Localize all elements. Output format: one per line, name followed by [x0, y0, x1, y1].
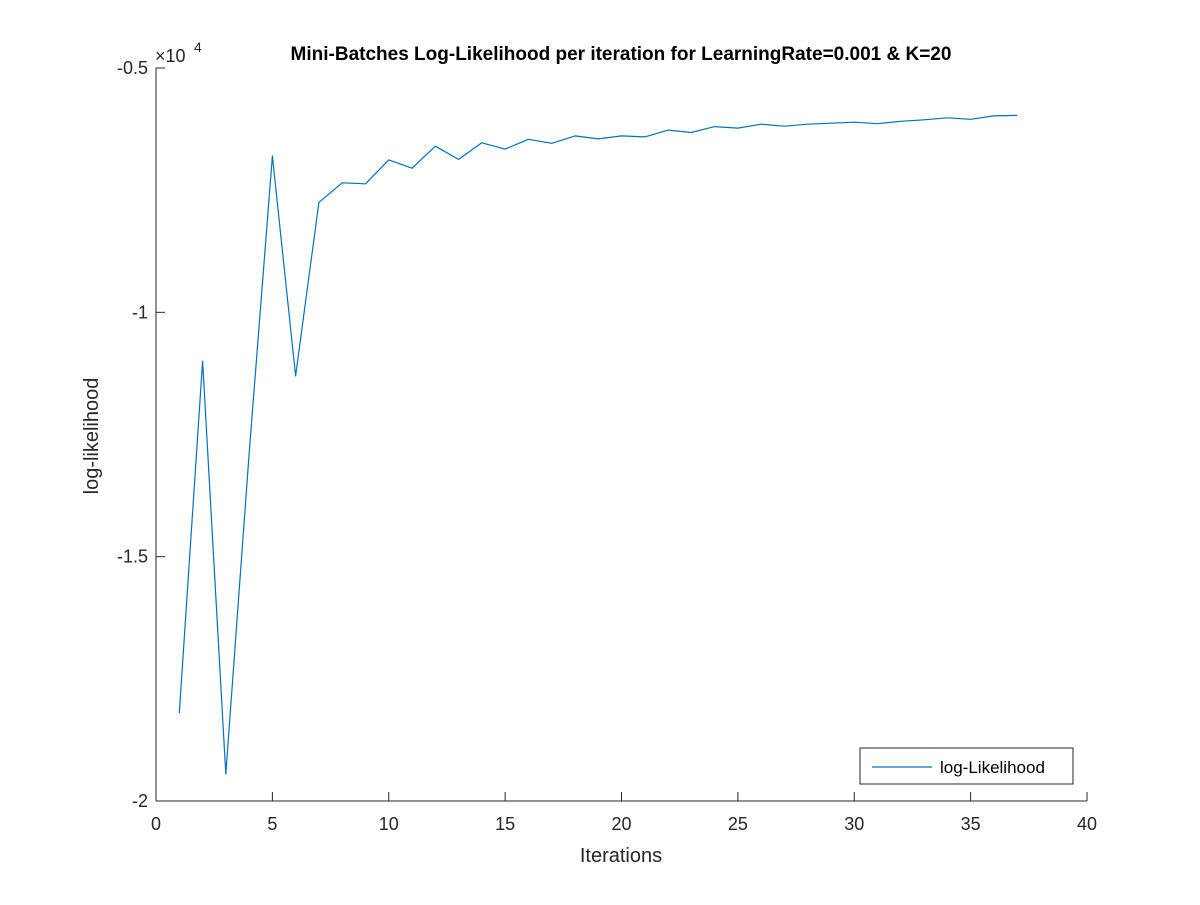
- x-tick-label: 0: [151, 814, 161, 834]
- x-axis-label: Iterations: [580, 845, 662, 867]
- x-tick-label: 35: [961, 814, 981, 834]
- chart-title: Mini-Batches Log-Likelihood per iteratio…: [291, 44, 952, 65]
- x-tick-label: 5: [267, 814, 277, 834]
- x-tick-label: 10: [379, 814, 399, 834]
- legend: log-Likelihood: [859, 747, 1074, 785]
- x-tick-label: 15: [495, 814, 515, 834]
- legend-label: log-Likelihood: [940, 758, 1045, 777]
- y-axis-label: log-likelihood: [81, 378, 103, 495]
- y-exponent-multiplier: ×10: [155, 46, 186, 66]
- chart-labels: Mini-Batches Log-Likelihood per iteratio…: [81, 39, 951, 867]
- y-exponent-power: 4: [194, 39, 202, 55]
- y-tick-label: -1: [132, 302, 148, 322]
- series-line: [178, 114, 1018, 775]
- x-tick-label: 40: [1077, 814, 1097, 834]
- y-tick-label: -2: [132, 791, 148, 811]
- legend-box: [859, 747, 1074, 785]
- x-tick-label: 30: [844, 814, 864, 834]
- y-tick-label: -1.5: [117, 547, 148, 567]
- x-tick-label: 20: [611, 814, 631, 834]
- plot-area: [178, 114, 1018, 775]
- y-tick-label: -0.5: [117, 58, 148, 78]
- x-tick-label: 25: [728, 814, 748, 834]
- axes: 0 5 10 15 20 25 30 35 40 -2 -1.5 -1 -0.5: [117, 58, 1097, 834]
